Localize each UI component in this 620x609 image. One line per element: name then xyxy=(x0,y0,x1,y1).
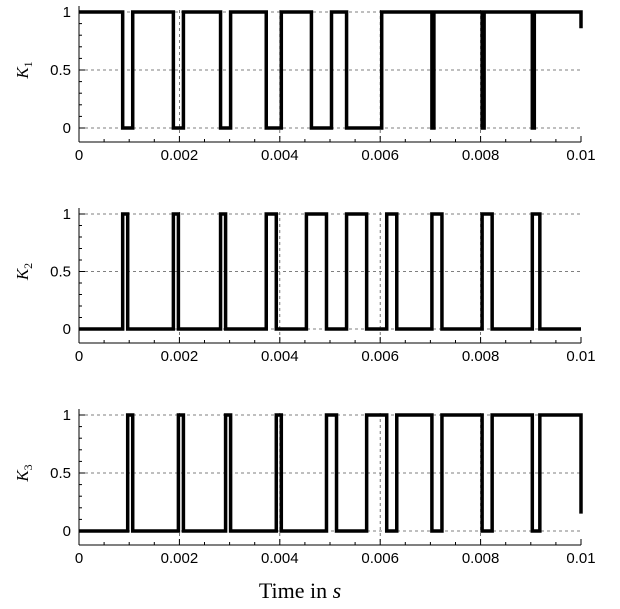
x-axis-title: Time in s xyxy=(259,578,341,603)
y-axis-label: K1 xyxy=(13,61,35,79)
y-tick-label: 0.5 xyxy=(50,465,71,482)
x-tick-label: 0.002 xyxy=(161,147,199,164)
y-tick-label: 0 xyxy=(63,523,71,540)
y-axis-label-main: K xyxy=(13,66,32,80)
panel-3: 0 0.002 0.004 0.006 0.008 0.01 0 0.5 1 K3 xyxy=(13,407,596,567)
x-tick-label: 0.002 xyxy=(161,550,199,567)
x-axis-title-variable: s xyxy=(333,578,342,603)
x-tick-label: 0.01 xyxy=(566,147,595,164)
y-axis-label: K2 xyxy=(13,263,35,281)
x-tick-label: 0.002 xyxy=(161,348,199,365)
y-axis-label-main: K xyxy=(13,267,32,281)
x-tick-label: 0.006 xyxy=(361,147,399,164)
x-tick-label: 0.008 xyxy=(462,147,500,164)
x-tick-label: 0.01 xyxy=(566,550,595,567)
series-line-K3 xyxy=(79,413,583,533)
y-tick-label: 1 xyxy=(63,206,71,223)
y-tick-label: 1 xyxy=(63,4,71,21)
x-tick-label: 0.008 xyxy=(462,550,500,567)
x-tick-label: 0.004 xyxy=(261,550,299,567)
x-tick-label: 0.004 xyxy=(261,348,299,365)
x-tick-label: 0.004 xyxy=(261,147,299,164)
y-tick-label: 0.5 xyxy=(50,264,71,281)
y-tick-label: 0 xyxy=(63,321,71,338)
y-tick-label: 0 xyxy=(63,120,71,137)
panel-2: 0 0.002 0.004 0.006 0.008 0.01 0 0.5 1 K2 xyxy=(13,206,596,365)
y-axis-label-subscript: 2 xyxy=(21,263,35,269)
x-tick-label: 0 xyxy=(75,348,83,365)
x-axis-title-text: Time in xyxy=(259,578,333,603)
y-axis-label-subscript: 3 xyxy=(21,464,35,470)
y-axis-label-subscript: 1 xyxy=(21,61,35,67)
x-tick-label: 0 xyxy=(75,147,83,164)
y-axis-label: K3 xyxy=(13,464,35,482)
y-tick-label: 1 xyxy=(63,407,71,424)
x-tick-label: 0 xyxy=(75,550,83,567)
series-line-K2 xyxy=(79,212,581,331)
x-tick-label: 0.006 xyxy=(361,550,399,567)
y-tick-label: 0.5 xyxy=(50,62,71,79)
series-line-K1 xyxy=(79,10,583,130)
x-tick-label: 0.006 xyxy=(361,348,399,365)
x-tick-label: 0.008 xyxy=(462,348,500,365)
y-axis-label-main: K xyxy=(13,469,32,483)
x-tick-label: 0.01 xyxy=(566,348,595,365)
